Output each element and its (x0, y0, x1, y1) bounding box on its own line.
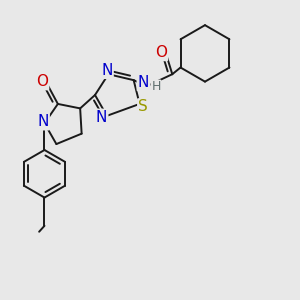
Text: S: S (138, 99, 148, 114)
Text: N: N (37, 114, 49, 129)
Text: O: O (36, 74, 48, 89)
Text: N: N (101, 63, 112, 78)
Text: N: N (96, 110, 107, 125)
Text: N: N (138, 75, 149, 90)
Text: O: O (155, 45, 167, 60)
Text: H: H (151, 80, 160, 93)
